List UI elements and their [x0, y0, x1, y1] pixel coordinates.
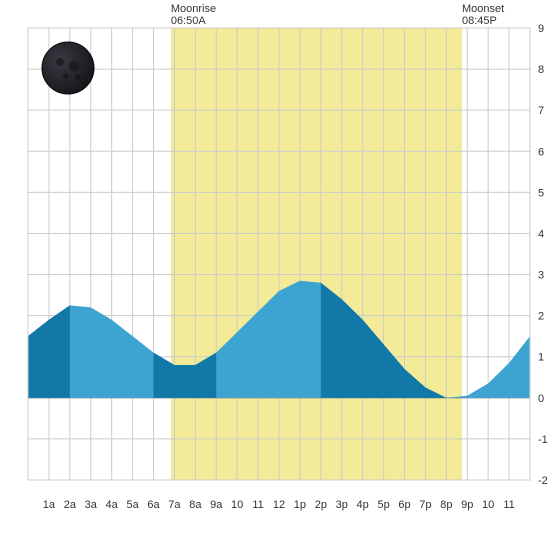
moon-icon	[42, 42, 94, 94]
y-tick-label: 6	[538, 146, 544, 158]
x-tick-label: 10	[231, 499, 243, 511]
x-tick-label: 11	[252, 499, 263, 511]
x-tick-label: 12	[273, 499, 285, 511]
y-tick-label: 0	[538, 393, 544, 405]
y-tick-label: 8	[538, 64, 544, 76]
x-tick-label: 11	[503, 499, 514, 511]
x-tick-label: 1a	[43, 499, 56, 511]
x-tick-label: 8a	[189, 499, 202, 511]
y-tick-label: 9	[538, 23, 544, 35]
x-tick-label: 7a	[168, 499, 181, 511]
y-tick-label: 1	[538, 352, 544, 364]
x-tick-label: 1p	[294, 499, 306, 511]
x-tick-label: 5p	[377, 499, 389, 511]
daylight-band	[171, 28, 462, 480]
x-tick-label: 2a	[64, 499, 77, 511]
x-tick-label: 9a	[210, 499, 223, 511]
y-tick-label: 7	[538, 105, 544, 117]
y-tick-label: -1	[538, 434, 548, 446]
x-tick-label: 5a	[126, 499, 139, 511]
moonset-time: 08:45P	[462, 15, 497, 27]
x-tick-label: 4a	[106, 499, 119, 511]
x-tick-label: 8p	[440, 499, 452, 511]
y-tick-label: 5	[538, 187, 544, 199]
x-tick-label: 4p	[357, 499, 369, 511]
y-tick-label: 4	[538, 228, 544, 240]
x-tick-label: 9p	[461, 499, 473, 511]
x-tick-label: 7p	[419, 499, 431, 511]
tide-chart: -2-101234567891a2a3a4a5a6a7a8a9a1011121p…	[0, 0, 550, 550]
x-tick-label: 2p	[315, 499, 327, 511]
moonset-label: Moonset	[462, 3, 504, 15]
x-tick-label: 10	[482, 499, 494, 511]
x-tick-label: 6a	[147, 499, 160, 511]
y-tick-label: -2	[538, 475, 548, 487]
moonrise-time: 06:50A	[171, 15, 207, 27]
y-tick-label: 3	[538, 270, 544, 282]
x-tick-label: 3p	[336, 499, 348, 511]
x-tick-label: 6p	[398, 499, 410, 511]
y-tick-label: 2	[538, 311, 544, 323]
x-tick-label: 3a	[85, 499, 98, 511]
chart-svg: -2-101234567891a2a3a4a5a6a7a8a9a1011121p…	[0, 0, 550, 550]
moonrise-label: Moonrise	[171, 3, 216, 15]
